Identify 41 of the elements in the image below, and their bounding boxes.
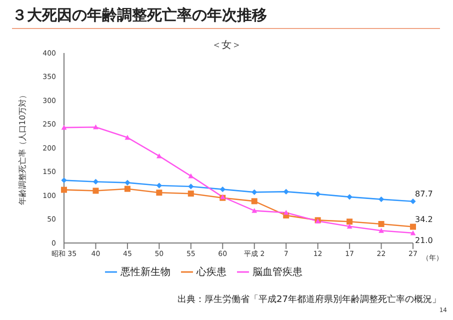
point [188,173,194,178]
point [124,134,130,140]
point [61,186,67,193]
point [124,180,130,186]
point [188,184,194,190]
y-axis-title: 年齢調整死亡率（人口10万対） [18,90,27,206]
point [61,124,67,130]
point [283,188,289,194]
legend-label: 脳血管疾患 [252,267,302,278]
point [188,190,194,197]
point [220,186,226,192]
point [315,191,321,197]
point [93,124,98,130]
point [410,224,416,230]
point [92,188,99,194]
point [378,221,384,227]
chart-title: ３大死因の年齢調整死亡率の年次推移 [12,6,267,25]
point [410,230,416,236]
point [251,198,258,204]
chart-subtitle: ＜女＞ [212,40,242,51]
point [346,218,353,225]
point [92,178,99,185]
point [346,224,352,229]
point [283,210,289,215]
legend-label: 悪性新生物 [120,267,170,278]
data-label: 87.7 [415,189,433,198]
point [410,198,416,204]
point [252,208,258,213]
point [378,196,384,202]
point [156,153,162,158]
point [156,182,162,188]
point [61,178,67,184]
data-label: 21.0 [415,236,433,246]
point [156,190,162,196]
data-label: 34.2 [415,214,433,224]
point [124,186,130,192]
point [346,194,352,200]
point [252,189,258,195]
point [378,228,384,233]
source-note: 出典：厚生労働省「平成27年都道府県別年齢調整死亡率の概況」 [178,294,441,306]
legend-label: 心疾患 [196,267,226,278]
